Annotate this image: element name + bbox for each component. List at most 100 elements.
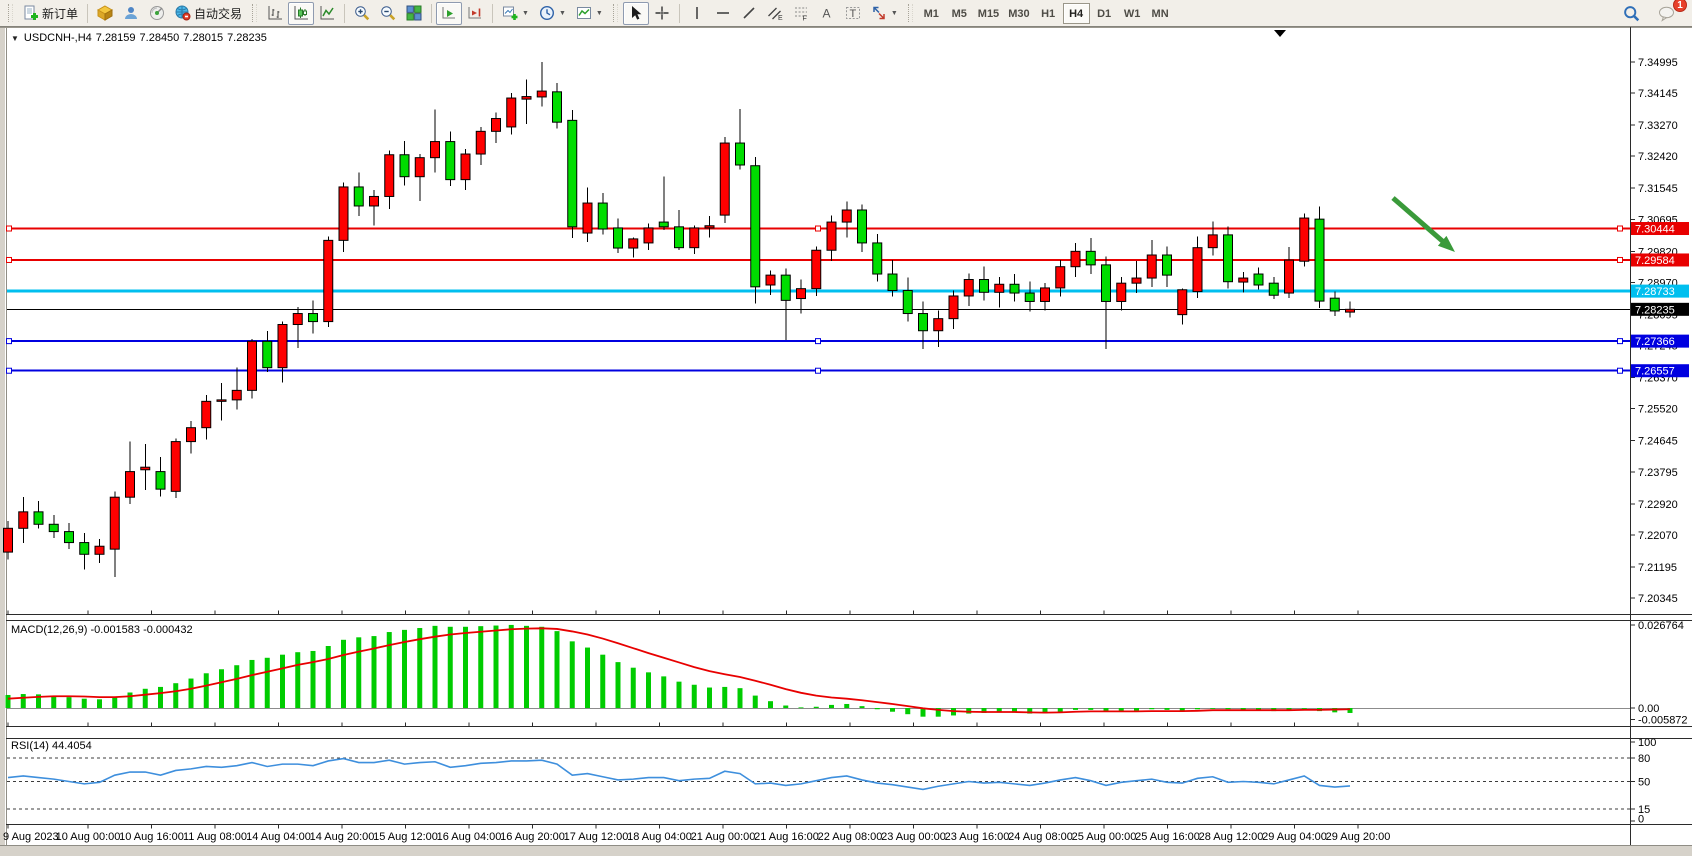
search-button[interactable] <box>1618 2 1645 25</box>
toolbar-grip[interactable] <box>8 4 13 22</box>
svg-text:0.026764: 0.026764 <box>1638 620 1684 632</box>
macd-axis[interactable]: 0.026764 0.00-0.005872 <box>1630 620 1688 727</box>
bar-chart-button[interactable] <box>262 2 288 25</box>
fibonacci-button[interactable]: F <box>788 2 814 25</box>
candlestick-chart-button[interactable] <box>288 1 315 25</box>
svg-text:0: 0 <box>1638 814 1644 826</box>
rsi-value: 44.4054 <box>51 740 92 752</box>
periods-dropdown[interactable]: ▼ <box>534 2 571 25</box>
new-chart-icon <box>502 5 518 21</box>
svg-text:10 Aug 00:00: 10 Aug 00:00 <box>56 831 121 843</box>
svg-text:7.22920: 7.22920 <box>1638 499 1678 511</box>
community-button[interactable] <box>118 2 144 25</box>
svg-text:23 Aug 00:00: 23 Aug 00:00 <box>881 831 946 843</box>
notifications-button[interactable]: 1 <box>1653 0 1687 25</box>
tile-windows-button[interactable] <box>401 2 427 25</box>
chart-shift-button[interactable] <box>462 2 488 25</box>
timeframe-button-m5[interactable]: M5 <box>946 3 973 24</box>
svg-text:17 Aug 12:00: 17 Aug 12:00 <box>564 831 629 843</box>
line-chart-button[interactable] <box>314 2 340 25</box>
hline-7.30444[interactable] <box>6 225 1631 232</box>
templates-dropdown[interactable]: ▼ <box>571 2 608 25</box>
svg-text:7.29584: 7.29584 <box>1635 255 1675 267</box>
svg-text:7.33270: 7.33270 <box>1638 120 1678 132</box>
svg-text:11 Aug 08:00: 11 Aug 08:00 <box>183 831 247 843</box>
market-button[interactable] <box>92 2 118 25</box>
svg-text:24 Aug 08:00: 24 Aug 08:00 <box>1008 831 1073 843</box>
svg-text:7.24645: 7.24645 <box>1638 436 1678 448</box>
toolbar-grip[interactable] <box>907 4 913 22</box>
trendline-icon <box>741 5 757 21</box>
text-button[interactable]: A <box>814 2 840 25</box>
new-order-button[interactable]: 新订单 <box>18 2 83 25</box>
svg-text:50: 50 <box>1638 777 1650 789</box>
auto-scroll-button[interactable] <box>436 1 463 25</box>
svg-text:21 Aug 00:00: 21 Aug 00:00 <box>691 831 756 843</box>
svg-text:14 Aug 20:00: 14 Aug 20:00 <box>310 831 375 843</box>
svg-text:29 Aug 20:00: 29 Aug 20:00 <box>1326 831 1391 843</box>
zoom-out-button[interactable] <box>375 2 401 25</box>
svg-text:18 Aug 04:00: 18 Aug 04:00 <box>627 831 692 843</box>
trend-arrow[interactable] <box>1391 196 1455 252</box>
template-icon <box>576 5 592 21</box>
collapse-panel-icon[interactable]: ▼ <box>11 34 19 43</box>
toolbar-separator <box>492 3 494 23</box>
cursor-button[interactable] <box>622 1 649 25</box>
vertical-line-icon <box>689 5 705 21</box>
chat-bubble-icon <box>1658 5 1676 22</box>
fibonacci-icon: F <box>793 5 809 21</box>
new-order-icon <box>23 5 39 21</box>
svg-text:22 Aug 08:00: 22 Aug 08:00 <box>818 831 883 843</box>
timeframe-button-m15[interactable]: M15 <box>974 3 1003 24</box>
autotrading-globe-icon <box>175 5 191 21</box>
new-chart-dropdown[interactable]: ▼ <box>497 2 534 25</box>
zoom-out-icon <box>380 5 396 21</box>
price-tag-7.28235: 7.28235 <box>1631 302 1689 316</box>
vertical-line-button[interactable] <box>684 2 710 25</box>
timeframe-button-h4[interactable]: H4 <box>1062 2 1090 24</box>
signals-button[interactable] <box>144 2 170 25</box>
horizontal-line-button[interactable] <box>710 2 736 25</box>
toolbar-separator <box>344 3 346 23</box>
zoom-in-button[interactable] <box>349 2 375 25</box>
svg-text:23 Aug 16:00: 23 Aug 16:00 <box>945 831 1010 843</box>
svg-text:80: 80 <box>1638 753 1650 765</box>
chart-canvas[interactable]: 7.349957.341457.332707.324207.315457.306… <box>0 27 1692 856</box>
svg-text:9 Aug 2023: 9 Aug 2023 <box>3 831 59 843</box>
ohlc-open: 7.28159 <box>95 32 136 44</box>
timeframe-button-mn[interactable]: MN <box>1147 3 1174 24</box>
svg-text:28 Aug 12:00: 28 Aug 12:00 <box>1199 831 1264 843</box>
zoom-in-icon <box>354 5 370 21</box>
macd-panel <box>5 624 1630 717</box>
panel-frames <box>0 27 1692 845</box>
market-icon <box>97 5 114 21</box>
toolbar-grip[interactable] <box>612 4 618 22</box>
candlestick-chart-icon <box>293 5 309 21</box>
trendline-button[interactable] <box>736 2 762 25</box>
timeframe-button-d1[interactable]: D1 <box>1091 3 1118 24</box>
crosshair-button[interactable] <box>649 2 675 25</box>
toolbar-grip[interactable] <box>252 4 258 22</box>
timeframe-button-m1[interactable]: M1 <box>918 3 945 24</box>
rsi-axis[interactable]: 100 80 50 150 <box>1630 737 1656 826</box>
timeframe-button-m30[interactable]: M30 <box>1004 3 1033 24</box>
toolbar-separator <box>87 3 89 23</box>
timeframe-button-h1[interactable]: H1 <box>1035 3 1062 24</box>
svg-text:T: T <box>849 8 856 20</box>
text-label-button[interactable]: T <box>840 2 866 25</box>
autotrading-button[interactable]: 自动交易 <box>170 2 247 25</box>
scroll-marker-icon[interactable] <box>1274 30 1286 37</box>
equidistant-channel-icon: E <box>767 5 783 21</box>
svg-text:7.28235: 7.28235 <box>1635 304 1675 316</box>
horizontal-line-icon <box>715 5 731 21</box>
hline-7.26557[interactable] <box>6 367 1631 374</box>
equidistant-channel-button[interactable]: E <box>762 2 788 25</box>
chart-title: ▼ USDCNH-,H4 7.28159 7.28450 7.28015 7.28235 <box>11 32 271 44</box>
timeframe-button-w1[interactable]: W1 <box>1119 3 1146 24</box>
svg-text:7.23795: 7.23795 <box>1638 467 1678 479</box>
svg-text:21 Aug 16:00: 21 Aug 16:00 <box>754 831 819 843</box>
search-icon <box>1623 5 1640 22</box>
arrows-dropdown[interactable]: ▼ <box>866 2 903 25</box>
ohlc-high: 7.28450 <box>139 32 180 44</box>
